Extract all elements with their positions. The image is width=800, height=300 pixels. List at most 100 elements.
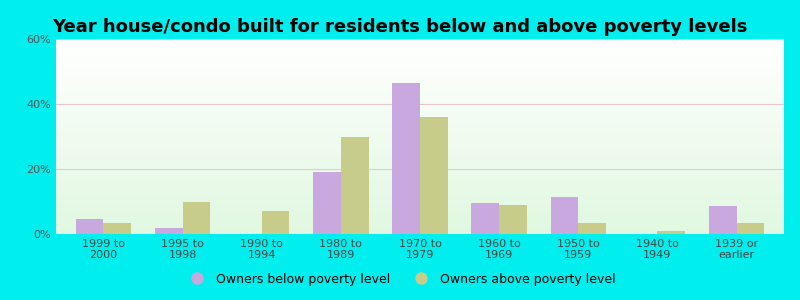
Bar bbox=[56, 73, 784, 74]
Bar bbox=[56, 200, 784, 201]
Bar bbox=[56, 109, 784, 110]
Bar bbox=[56, 80, 784, 81]
Bar bbox=[56, 75, 784, 76]
Bar bbox=[56, 56, 784, 58]
Bar bbox=[56, 218, 784, 219]
Bar bbox=[56, 82, 784, 83]
Bar bbox=[56, 39, 784, 40]
Bar bbox=[56, 191, 784, 192]
Bar bbox=[56, 186, 784, 187]
Bar bbox=[56, 66, 784, 67]
Bar bbox=[56, 106, 784, 107]
Bar bbox=[56, 189, 784, 190]
Bar bbox=[56, 178, 784, 179]
Bar bbox=[56, 89, 784, 90]
Bar bbox=[56, 122, 784, 123]
Bar bbox=[56, 61, 784, 62]
Bar bbox=[56, 118, 784, 119]
Bar bbox=[56, 53, 784, 54]
Bar bbox=[56, 71, 784, 72]
Bar bbox=[56, 199, 784, 200]
Bar bbox=[56, 79, 784, 80]
Bar bbox=[56, 117, 784, 118]
Bar bbox=[56, 128, 784, 129]
Bar bbox=[56, 153, 784, 154]
Bar bbox=[56, 54, 784, 55]
Bar bbox=[56, 207, 784, 208]
Bar bbox=[56, 44, 784, 45]
Bar bbox=[56, 67, 784, 68]
Bar bbox=[56, 162, 784, 163]
Bar bbox=[56, 195, 784, 196]
Bar bbox=[578, 223, 606, 234]
Bar bbox=[56, 127, 784, 128]
Bar bbox=[56, 88, 784, 89]
Bar bbox=[56, 228, 784, 229]
Bar bbox=[56, 201, 784, 202]
Bar bbox=[56, 46, 784, 47]
Bar bbox=[56, 223, 784, 224]
Bar bbox=[56, 151, 784, 152]
Bar bbox=[56, 219, 784, 220]
Bar bbox=[56, 152, 784, 153]
Bar bbox=[56, 90, 784, 91]
Bar bbox=[56, 63, 784, 64]
Bar bbox=[56, 64, 784, 65]
Bar bbox=[56, 69, 784, 70]
Bar bbox=[56, 227, 784, 228]
Bar bbox=[420, 117, 448, 234]
Bar bbox=[56, 143, 784, 144]
Bar bbox=[155, 227, 182, 234]
Bar bbox=[56, 215, 784, 217]
Bar bbox=[56, 233, 784, 234]
Bar bbox=[56, 141, 784, 142]
Bar bbox=[56, 42, 784, 43]
Bar bbox=[56, 157, 784, 158]
Bar bbox=[56, 43, 784, 44]
Bar bbox=[658, 231, 685, 234]
Bar bbox=[56, 170, 784, 171]
Bar bbox=[550, 196, 578, 234]
Bar bbox=[56, 166, 784, 167]
Bar bbox=[56, 185, 784, 186]
Bar bbox=[56, 226, 784, 227]
Text: Year house/condo built for residents below and above poverty levels: Year house/condo built for residents bel… bbox=[52, 18, 748, 36]
Bar bbox=[56, 91, 784, 92]
Bar bbox=[56, 222, 784, 223]
Bar bbox=[56, 224, 784, 225]
Bar bbox=[56, 171, 784, 172]
Bar bbox=[56, 167, 784, 168]
Bar bbox=[56, 86, 784, 87]
Bar bbox=[313, 172, 341, 234]
Bar bbox=[56, 55, 784, 56]
Bar bbox=[56, 202, 784, 203]
Bar bbox=[56, 180, 784, 181]
Bar bbox=[56, 165, 784, 166]
Bar bbox=[56, 48, 784, 49]
Bar bbox=[56, 102, 784, 103]
Bar bbox=[56, 87, 784, 88]
Bar bbox=[56, 65, 784, 66]
Bar bbox=[56, 139, 784, 140]
Bar bbox=[56, 98, 784, 100]
Bar bbox=[56, 150, 784, 151]
Bar bbox=[56, 193, 784, 194]
Bar bbox=[56, 184, 784, 185]
Bar bbox=[56, 133, 784, 134]
Bar bbox=[56, 126, 784, 127]
Bar bbox=[56, 158, 784, 159]
Bar bbox=[56, 78, 784, 79]
Bar bbox=[56, 40, 784, 41]
Bar bbox=[56, 217, 784, 218]
Bar bbox=[56, 104, 784, 105]
Bar bbox=[56, 175, 784, 176]
Bar bbox=[56, 114, 784, 115]
Bar bbox=[56, 156, 784, 157]
Bar bbox=[56, 121, 784, 122]
Bar bbox=[56, 154, 784, 155]
Bar bbox=[56, 134, 784, 136]
Bar bbox=[56, 149, 784, 150]
Bar bbox=[56, 190, 784, 191]
Bar bbox=[56, 111, 784, 112]
Bar bbox=[56, 124, 784, 125]
